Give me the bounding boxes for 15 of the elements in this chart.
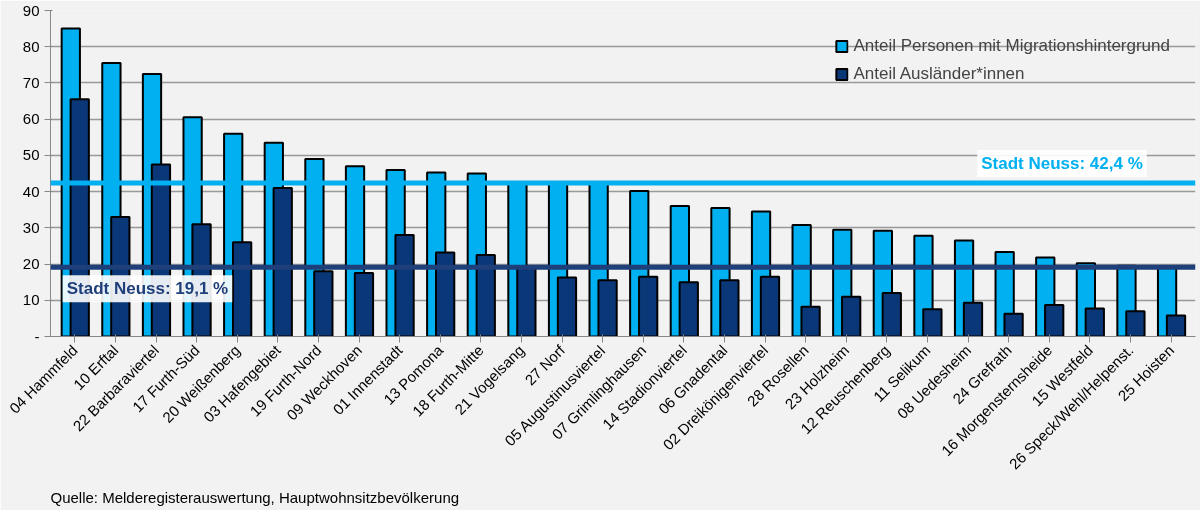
y-tick-label: 70 [22,73,40,91]
y-tick-label: 10 [22,291,40,309]
y-tick-label: 80 [22,37,40,55]
source-note: Quelle: Melderegisterauswertung, Hauptwohnsitzbevölkerung [50,488,460,506]
y-tick-label: 90 [22,1,40,19]
y-tick-label: 30 [22,218,40,236]
legend-label: Anteil Ausländer*innen [853,63,1025,85]
legend-label: Anteil Personen mit Migrationshintergrund [853,35,1170,57]
ref-line-label: Stadt Neuss: 19,1 % [66,279,229,299]
y-tick-label: 50 [22,146,40,164]
y-tick-label: 40 [22,182,40,200]
y-tick-label: 20 [22,255,40,273]
y-tick-label: - [34,327,40,345]
y-tick-label: 60 [22,110,40,128]
ref-line-label: Stadt Neuss: 42,4 % [981,153,1143,173]
